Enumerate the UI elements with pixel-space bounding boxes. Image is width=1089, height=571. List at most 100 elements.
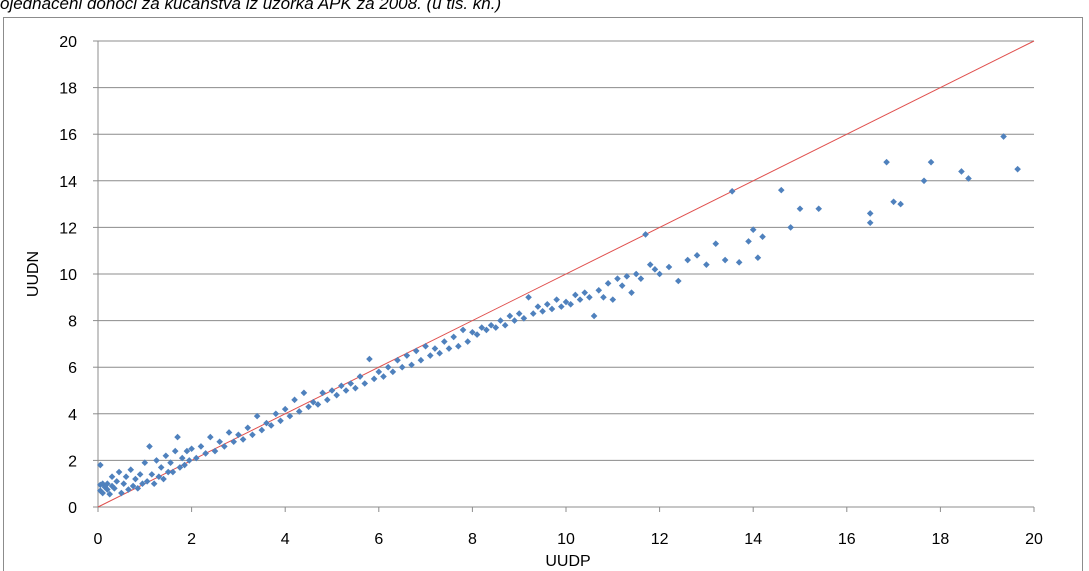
- data-point: [225, 429, 233, 436]
- data-point: [305, 403, 312, 411]
- data-point: [120, 480, 128, 487]
- data-point: [408, 361, 415, 369]
- data-point: [106, 490, 113, 498]
- data-point: [473, 331, 481, 338]
- data-point: [529, 310, 537, 317]
- data-point: [618, 282, 626, 289]
- data-point: [99, 489, 106, 497]
- axes: [93, 40, 1035, 512]
- data-point: [866, 210, 874, 217]
- data-point: [586, 294, 593, 301]
- data-point: [745, 238, 752, 245]
- x-tick-label: 18: [932, 531, 950, 548]
- data-point: [153, 457, 160, 464]
- data-point: [520, 314, 528, 322]
- data-point: [197, 443, 205, 450]
- chart-frame: [3, 17, 1083, 571]
- data-point: [300, 389, 308, 397]
- data-point: [632, 270, 640, 278]
- data-point: [441, 338, 448, 345]
- reference-line: [97, 40, 1035, 508]
- data-point: [141, 459, 149, 467]
- data-point: [646, 261, 654, 268]
- data-point: [183, 447, 191, 455]
- data-point: [338, 382, 345, 390]
- data-point: [478, 324, 486, 331]
- data-point: [150, 480, 158, 487]
- y-tick-label: 12: [59, 220, 77, 237]
- data-point: [431, 345, 439, 352]
- data-point: [132, 475, 139, 483]
- data-point: [492, 324, 500, 331]
- data-point: [134, 485, 142, 492]
- tick-labels: 0 2 4 6 8 10 12 14 16 18 20 0 2 4 6 8 10 12 14 16 18 20: [59, 34, 1043, 548]
- x-tick-label: 16: [838, 531, 856, 548]
- data-point: [883, 158, 890, 166]
- data-points: [97, 133, 1021, 498]
- data-point: [576, 296, 584, 303]
- data-point: [253, 412, 261, 420]
- data-point: [384, 363, 392, 371]
- x-tick-label: 4: [281, 531, 290, 548]
- data-point: [897, 200, 904, 208]
- data-point: [600, 294, 607, 301]
- data-point: [417, 356, 425, 364]
- x-tick-label: 0: [94, 531, 103, 548]
- data-point: [146, 443, 153, 450]
- data-point: [721, 256, 729, 264]
- data-point: [324, 396, 331, 404]
- data-point: [239, 436, 247, 443]
- y-tick-label: 20: [59, 34, 77, 51]
- data-point: [352, 384, 359, 392]
- data-point: [115, 468, 123, 476]
- y-tick-label: 0: [68, 500, 77, 517]
- gridlines: [98, 40, 1034, 461]
- data-point: [127, 466, 135, 474]
- data-point: [656, 270, 663, 278]
- data-point: [221, 443, 228, 450]
- data-point: [965, 175, 972, 182]
- data-point: [958, 168, 965, 175]
- data-point: [553, 296, 560, 303]
- data-point: [286, 412, 294, 420]
- data-point: [548, 305, 556, 313]
- data-point: [249, 431, 256, 439]
- data-point: [361, 380, 369, 387]
- data-point: [590, 312, 598, 320]
- x-tick-label: 14: [744, 531, 762, 548]
- data-point: [328, 387, 336, 394]
- data-point: [356, 373, 364, 380]
- data-point: [422, 342, 429, 350]
- data-point: [394, 356, 401, 364]
- data-point: [167, 459, 174, 467]
- y-tick-label: 6: [68, 360, 77, 377]
- data-point: [398, 363, 406, 371]
- data-point: [235, 431, 242, 439]
- data-point: [403, 352, 411, 359]
- data-point: [104, 480, 111, 487]
- data-point: [464, 338, 472, 345]
- data-point: [675, 277, 682, 285]
- data-point: [281, 405, 289, 413]
- y-tick-label: 14: [59, 174, 77, 191]
- data-point: [174, 433, 181, 441]
- chart-caption: ojednačeni dohoci za kućanstva iz uzorka…: [0, 0, 502, 13]
- y-tick-label: 18: [59, 81, 77, 98]
- data-point: [436, 349, 443, 357]
- data-point: [501, 321, 509, 329]
- data-point: [370, 375, 378, 383]
- data-point: [104, 486, 111, 493]
- data-point: [572, 291, 579, 299]
- data-point: [295, 408, 303, 415]
- data-point: [207, 433, 214, 441]
- data-point: [665, 263, 673, 271]
- data-point: [534, 303, 542, 310]
- y-tick-label: 2: [68, 453, 77, 470]
- data-point: [796, 205, 804, 213]
- data-point: [277, 417, 284, 425]
- data-point: [749, 226, 757, 234]
- data-point: [1000, 133, 1007, 140]
- data-point: [389, 368, 397, 376]
- data-point: [125, 486, 132, 493]
